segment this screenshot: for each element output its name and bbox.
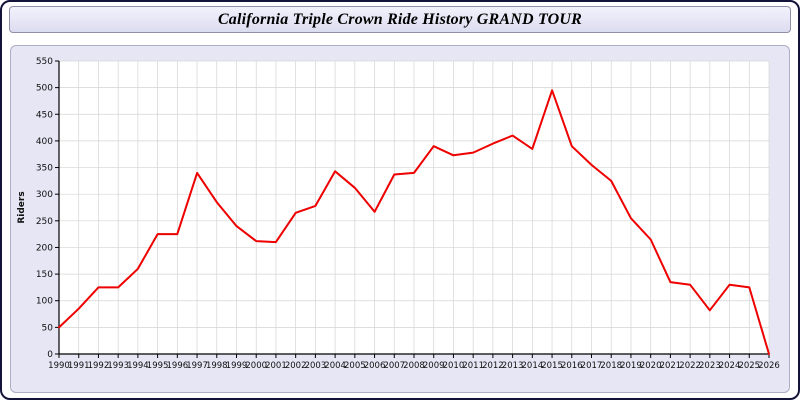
chart-title: California Triple Crown Ride History GRA…	[217, 10, 583, 28]
svg-text:300: 300	[36, 190, 53, 200]
svg-text:2022: 2022	[679, 361, 701, 371]
svg-text:550: 550	[36, 57, 53, 67]
svg-text:2000: 2000	[245, 361, 267, 371]
chart-title-bar: California Triple Crown Ride History GRA…	[9, 6, 791, 33]
svg-text:2020: 2020	[640, 361, 662, 371]
svg-text:2024: 2024	[719, 361, 741, 371]
svg-text:1996: 1996	[167, 361, 189, 371]
svg-text:2001: 2001	[265, 361, 287, 371]
svg-text:1994: 1994	[127, 361, 149, 371]
svg-text:1993: 1993	[107, 361, 129, 371]
svg-text:2023: 2023	[699, 361, 721, 371]
svg-text:1992: 1992	[88, 361, 110, 371]
svg-text:2010: 2010	[443, 361, 465, 371]
svg-text:2005: 2005	[344, 361, 366, 371]
y-axis: 0 50 100 150 200 250 300 350 400 450 500 550	[36, 57, 59, 360]
svg-text:0: 0	[47, 350, 53, 360]
svg-text:350: 350	[36, 164, 53, 174]
svg-text:450: 450	[36, 110, 53, 120]
svg-text:2026: 2026	[758, 361, 780, 371]
svg-text:1997: 1997	[186, 361, 208, 371]
svg-text:1995: 1995	[147, 361, 169, 371]
svg-text:2025: 2025	[738, 361, 760, 371]
svg-text:2015: 2015	[541, 361, 563, 371]
chart-panel: 0 50 100 150 200 250 300 350 400 450 500 550 1990 199…	[10, 45, 790, 393]
svg-text:150: 150	[36, 270, 53, 280]
svg-text:2007: 2007	[383, 361, 405, 371]
line-chart: 0501001502002503003504004505005501990199…	[17, 57, 780, 371]
svg-text:50: 50	[42, 323, 54, 333]
grid	[58, 60, 770, 355]
svg-text:2004: 2004	[324, 361, 346, 371]
svg-text:1991: 1991	[68, 361, 90, 371]
svg-text:2021: 2021	[660, 361, 682, 371]
svg-text:1998: 1998	[206, 361, 228, 371]
svg-text:1990: 1990	[48, 361, 70, 371]
x-axis: 1990199119921993199419951996199719981999…	[48, 354, 780, 371]
svg-text:200: 200	[36, 243, 53, 253]
svg-text:500: 500	[36, 84, 53, 94]
svg-text:2012: 2012	[482, 361, 504, 371]
svg-text:2018: 2018	[600, 361, 622, 371]
svg-text:2003: 2003	[305, 361, 327, 371]
svg-text:2011: 2011	[462, 361, 484, 371]
svg-text:400: 400	[36, 137, 53, 147]
svg-text:2002: 2002	[285, 361, 307, 371]
svg-text:2016: 2016	[561, 361, 583, 371]
svg-text:2013: 2013	[502, 361, 524, 371]
svg-text:100: 100	[36, 297, 53, 307]
svg-text:2009: 2009	[423, 361, 445, 371]
svg-text:2019: 2019	[620, 361, 642, 371]
svg-text:2017: 2017	[581, 361, 603, 371]
svg-text:2014: 2014	[522, 361, 544, 371]
svg-text:2008: 2008	[403, 361, 425, 371]
data-line-riders	[58, 89, 770, 355]
svg-text:1999: 1999	[226, 361, 248, 371]
svg-text:2006: 2006	[364, 361, 386, 371]
svg-text:250: 250	[36, 217, 53, 227]
y-axis-label: Riders	[17, 191, 27, 223]
